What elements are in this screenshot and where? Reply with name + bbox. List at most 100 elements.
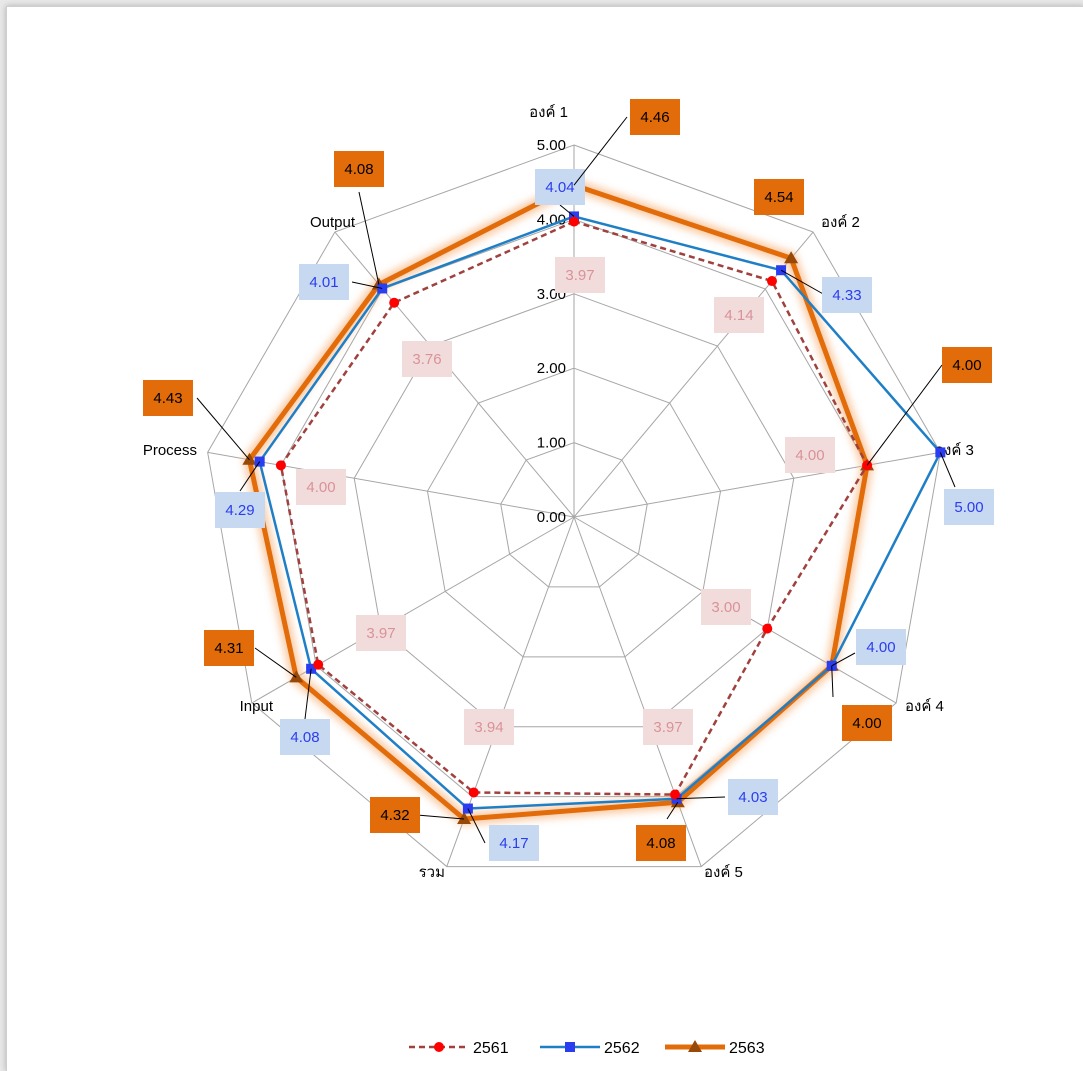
tick-label: 0.00 [537, 509, 566, 526]
data-label-box [754, 179, 804, 215]
data-label-box [535, 169, 585, 205]
data-label: 4.00 [306, 479, 335, 496]
category-label: องค์ 5 [704, 864, 743, 881]
data-point [313, 659, 324, 670]
data-label-box [701, 589, 751, 625]
data-point [468, 787, 479, 798]
legend-marker [565, 1042, 575, 1052]
grid-ring [207, 144, 941, 868]
data-label-box [334, 151, 384, 187]
data-label: 4.00 [795, 447, 824, 464]
legend-item-2561: 2561 [409, 1040, 509, 1057]
tick-label: 4.00 [537, 211, 566, 228]
leader-line [358, 191, 380, 285]
leader-line [676, 796, 726, 800]
data-label-box [630, 99, 680, 135]
leader-line [559, 204, 575, 217]
data-label-box [942, 347, 992, 383]
grid-spoke [334, 231, 575, 518]
leader-line [467, 808, 486, 844]
category-label: Input [240, 698, 274, 715]
data-point [242, 452, 257, 465]
leader-line [939, 452, 956, 488]
data-label: 4.00 [952, 357, 981, 374]
data-label: 3.94 [474, 719, 503, 736]
category-label: Output [310, 214, 356, 231]
legend-label: 2561 [473, 1040, 509, 1057]
data-label: 4.08 [646, 835, 675, 852]
grid-spoke [573, 451, 941, 518]
data-label: 4.04 [545, 179, 574, 196]
leader-line [831, 652, 856, 667]
category-label: รวม [419, 864, 445, 881]
labels-2561: 3.97 4.14 4.00 3.00 3.97 3.94 3.97 4.00 3.76 [296, 257, 835, 745]
radar-grid [207, 144, 941, 868]
data-label-box [296, 469, 346, 505]
legend-item-2562: 2562 [540, 1040, 640, 1057]
data-label: 4.01 [309, 274, 338, 291]
radar-chart: 0.00 1.00 2.00 3.00 4.00 5.00 องค์ 1 องค์ 2 องค… [143, 99, 994, 1057]
category-label: องค์ 4 [905, 698, 944, 715]
category-label: Process [143, 442, 197, 459]
grid-spoke [573, 516, 702, 867]
grid-ring [353, 293, 795, 728]
data-label-box [785, 437, 835, 473]
data-label: 4.46 [640, 109, 669, 126]
grid-ring [426, 367, 722, 658]
data-label-box [636, 825, 686, 861]
data-label-box [464, 709, 514, 745]
grid-ring [280, 218, 868, 798]
leader-line [866, 364, 943, 466]
data-label-box [728, 779, 778, 815]
data-labels: 3.974.144.003.003.973.943.974.003.764.04… [143, 99, 994, 861]
data-label-box [143, 380, 193, 416]
data-label: 4.14 [724, 307, 753, 324]
data-label-box [215, 492, 265, 528]
series-line [258, 215, 942, 810]
series-line [246, 182, 870, 822]
data-label: 3.97 [565, 267, 594, 284]
data-label: 4.33 [832, 287, 861, 304]
tick-label: 1.00 [537, 435, 566, 452]
data-point [457, 812, 472, 825]
leader-line [416, 814, 465, 820]
data-label-box [280, 719, 330, 755]
data-label-box [299, 264, 349, 300]
data-label: 4.17 [499, 835, 528, 852]
data-label-box [204, 630, 254, 666]
data-label: 3.00 [711, 599, 740, 616]
legend-label: 2562 [604, 1040, 640, 1057]
series-line [279, 220, 869, 796]
leader-line [780, 269, 826, 296]
leader-line [351, 281, 383, 289]
grid-spoke [251, 516, 575, 704]
leader-line [254, 647, 297, 678]
leader-line [573, 116, 628, 186]
grid-spoke [207, 451, 575, 518]
tick-label: 5.00 [537, 137, 566, 154]
tick-label: 2.00 [537, 360, 566, 377]
series-2561 [275, 216, 873, 800]
data-label: 4.32 [380, 807, 409, 824]
data-point [762, 623, 773, 634]
data-label: 4.08 [344, 161, 373, 178]
legend-label: 2563 [729, 1040, 765, 1057]
labels-2563: 4.46 4.54 4.00 4.00 4.08 4.32 4.31 4.43 4.08 [143, 99, 992, 861]
data-label: 4.00 [852, 715, 881, 732]
labels-2562: 4.04 4.33 5.00 4.00 4.03 4.17 4.08 4.29 4.01 [215, 169, 994, 861]
leader-line [666, 801, 679, 820]
leader-line [304, 668, 312, 720]
data-label: 5.00 [954, 499, 983, 516]
data-point [275, 460, 286, 471]
data-point [289, 670, 304, 683]
radial-axis-ticks: 0.001.002.003.004.005.00 [537, 137, 566, 526]
data-point [766, 276, 777, 287]
data-point [389, 297, 400, 308]
data-label-box [944, 489, 994, 525]
chart-frame: 0.00 1.00 2.00 3.00 4.00 5.00 องค์ 1 องค์ 2 องค… [6, 6, 1083, 1071]
legend-item-2563: 2563 [665, 1040, 765, 1057]
data-label: 4.43 [153, 390, 182, 407]
data-label-box [356, 615, 406, 651]
data-label: 3.97 [366, 625, 395, 642]
